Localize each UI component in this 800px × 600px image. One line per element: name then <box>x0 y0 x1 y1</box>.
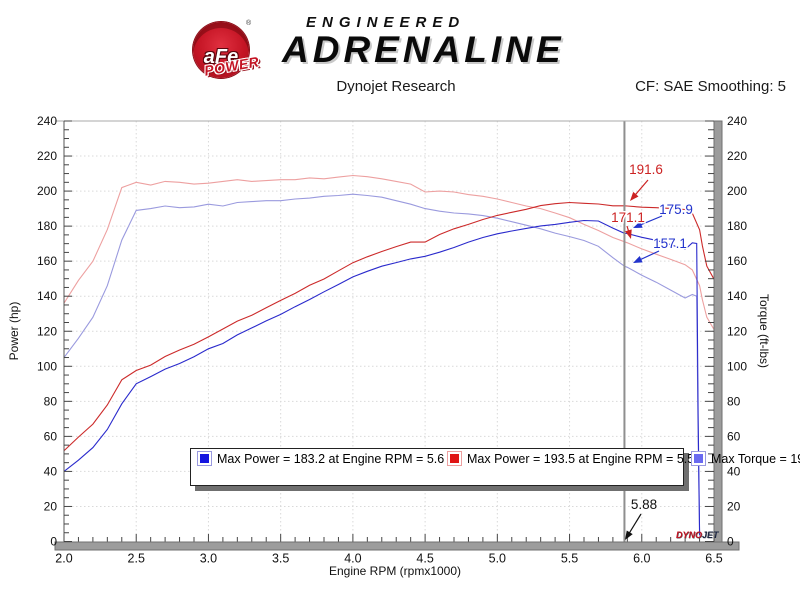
svg-text:0: 0 <box>50 535 57 549</box>
svg-text:120: 120 <box>727 324 747 338</box>
brand-adrenaline-text: ADRENALINE <box>282 29 565 70</box>
svg-text:80: 80 <box>44 394 58 408</box>
svg-text:60: 60 <box>44 429 58 443</box>
svg-text:2.5: 2.5 <box>128 552 145 566</box>
svg-text:4.5: 4.5 <box>416 552 433 566</box>
dynojet-logo: DYNOJET <box>676 530 719 540</box>
svg-text:2.0: 2.0 <box>55 552 72 566</box>
annotation-arrow <box>638 250 660 262</box>
power-red-chip-icon <box>447 451 462 466</box>
afe-logo-text: aFe <box>203 46 239 68</box>
svg-text:120: 120 <box>37 324 57 338</box>
svg-text:80: 80 <box>727 394 741 408</box>
svg-text:220: 220 <box>37 149 57 163</box>
annotation-arrow <box>627 513 642 536</box>
svg-text:4.0: 4.0 <box>344 552 361 566</box>
chart-title: Dynojet Research <box>336 78 456 95</box>
svg-text:100: 100 <box>727 359 747 373</box>
curve-torque-blue <box>64 193 701 537</box>
svg-text:220: 220 <box>727 149 747 163</box>
afe-power-logo: aFe ® POWER ENGINEERED ADRENALINE <box>170 8 600 80</box>
correction-smoothing-label: CF: SAE Smoothing: 5 <box>635 78 786 95</box>
svg-text:6.0: 6.0 <box>633 552 650 566</box>
dynojet-logo-part2: JET <box>702 530 719 540</box>
svg-text:20: 20 <box>727 499 741 513</box>
svg-text:100: 100 <box>37 359 57 373</box>
brand-engineered-text: ENGINEERED <box>306 14 466 31</box>
torque-blue-chip-icon <box>691 451 706 466</box>
annotation-value: 171.1 <box>611 210 645 225</box>
svg-text:240: 240 <box>37 114 57 128</box>
curve-power-red <box>64 201 714 452</box>
legend-item-max-power-red: Max Power = 193.5 at Engine RPM = 5.5 <box>447 450 695 467</box>
svg-text:20: 20 <box>44 499 58 513</box>
svg-text:180: 180 <box>727 219 747 233</box>
svg-text:140: 140 <box>37 289 57 303</box>
annotation-value: 175.9 <box>659 202 693 217</box>
svg-text:0: 0 <box>727 535 734 549</box>
svg-text:5.0: 5.0 <box>489 552 506 566</box>
svg-text:3.0: 3.0 <box>200 552 217 566</box>
annotation-value: 191.6 <box>629 162 663 177</box>
legend-box: Max Power = 183.2 at Engine RPM = 5.6 Ma… <box>190 448 800 486</box>
y-axis-label-power: Power (hp) <box>7 301 21 361</box>
svg-text:5.5: 5.5 <box>561 552 578 566</box>
annotation-arrow <box>633 179 649 197</box>
svg-text:200: 200 <box>727 184 747 198</box>
legend-label: Max Torque = 198.2 at Engine RPM = 4.0 <box>711 451 800 466</box>
afe-logo-circle-icon: aFe <box>193 22 249 78</box>
legend-label: Max Power = 183.2 at Engine RPM = 5.6 <box>217 451 445 466</box>
legend-label: Max Power = 193.5 at Engine RPM = 5.5 <box>467 451 695 466</box>
svg-text:60: 60 <box>727 429 741 443</box>
registered-mark: ® <box>246 20 252 27</box>
annotation-arrow <box>638 215 663 227</box>
svg-text:40: 40 <box>44 464 58 478</box>
svg-text:240: 240 <box>727 114 747 128</box>
svg-text:160: 160 <box>727 254 747 268</box>
curve-power-blue <box>64 219 701 536</box>
y-axis-label-torque: Torque (ft-lbs) <box>757 293 771 369</box>
power-blue-chip-icon <box>197 451 212 466</box>
svg-text:180: 180 <box>37 219 57 233</box>
svg-text:140: 140 <box>727 289 747 303</box>
svg-text:3.5: 3.5 <box>272 552 289 566</box>
annotation-value: 5.88 <box>631 497 657 512</box>
legend-item-max-torque-blue: Max Torque = 198.2 at Engine RPM = 4.0 <box>691 450 800 467</box>
x-axis-label: Engine RPM (rpmx1000) <box>328 564 462 578</box>
svg-text:160: 160 <box>37 254 57 268</box>
svg-text:200: 200 <box>37 184 57 198</box>
svg-text:40: 40 <box>727 464 741 478</box>
legend-item-max-power-blue: Max Power = 183.2 at Engine RPM = 5.6 <box>197 450 447 467</box>
svg-text:6.5: 6.5 <box>705 552 722 566</box>
dynojet-logo-part1: DYNO <box>676 530 703 540</box>
annotation-value: 157.1 <box>653 236 687 251</box>
curve-torque-red <box>64 174 714 330</box>
